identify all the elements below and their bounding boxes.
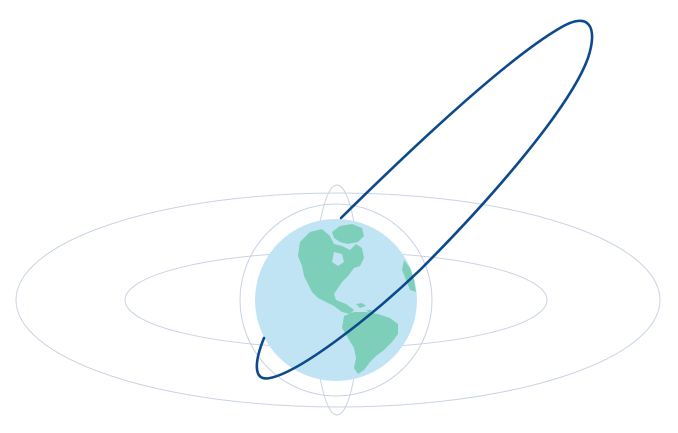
south-america	[342, 312, 398, 374]
africa-edge	[402, 260, 416, 292]
hudson-bay	[332, 252, 344, 266]
caribbean-islands	[356, 303, 372, 313]
earth-globe	[255, 219, 417, 381]
north-america	[298, 229, 364, 314]
highly-elliptical-orbit	[255, 19, 594, 380]
outer-equatorial-orbit	[15, 192, 661, 408]
greenland	[332, 224, 364, 244]
earth-halo-orbit	[239, 203, 433, 397]
